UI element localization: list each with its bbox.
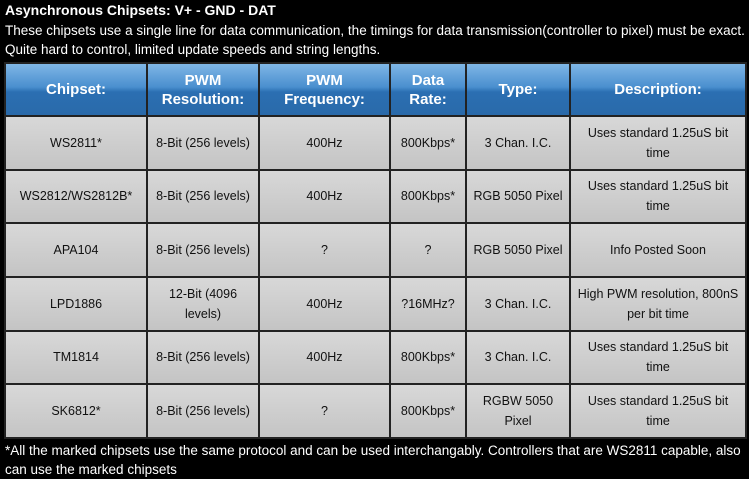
column-header: PWM Frequency:	[258, 62, 391, 117]
column-header: Description:	[569, 62, 747, 117]
table-cell: 3 Chan. I.C.	[465, 329, 571, 386]
table-cell: 8-Bit (256 levels)	[146, 222, 260, 278]
table-cell: APA104	[4, 222, 148, 278]
table-cell: 8-Bit (256 levels)	[146, 329, 260, 386]
table-cell: 800Kbps*	[389, 383, 467, 439]
table-cell: RGB 5050 Pixel	[465, 222, 571, 278]
table-cell: ?	[258, 383, 391, 439]
table-row: TM1814 8-Bit (256 levels) 400Hz 800Kbps* 3 C…	[4, 329, 747, 386]
header-row: Chipset: PWM Resolution: PWM Frequency: Dat…	[4, 62, 747, 117]
table-cell: 800Kbps*	[389, 168, 467, 225]
table-cell: WS2811*	[4, 115, 148, 171]
column-header: PWM Resolution:	[146, 62, 260, 117]
table-cell: ?16MHz?	[389, 275, 467, 332]
column-header: Type:	[465, 62, 571, 117]
table-row: LPD1886 12-Bit (4096 levels) 400Hz ?16MHz? 3…	[4, 275, 747, 332]
table-cell: Uses standard 1.25uS bit time	[569, 168, 747, 225]
table-cell: 12-Bit (4096 levels)	[146, 275, 260, 332]
table-cell: RGB 5050 Pixel	[465, 168, 571, 225]
table-cell: 800Kbps*	[389, 329, 467, 386]
table-cell: 3 Chan. I.C.	[465, 115, 571, 171]
table-cell: RGBW 5050 Pixel	[465, 383, 571, 439]
table-cell: SK6812*	[4, 383, 148, 439]
table-cell: 400Hz	[258, 168, 391, 225]
table-cell: ?	[389, 222, 467, 278]
table-row: WS2812/WS2812B* 8-Bit (256 levels) 400Hz 80…	[4, 168, 747, 225]
table-cell: 800Kbps*	[389, 115, 467, 171]
title: Asynchronous Chipsets: V+ - GND - DAT	[5, 2, 276, 18]
table-cell: Uses standard 1.25uS bit time	[569, 115, 747, 171]
table-row: SK6812* 8-Bit (256 levels)? 800Kbps* RGBW 5…	[4, 383, 747, 439]
column-header: Data Rate:	[389, 62, 467, 117]
footnote: *All the marked chipsets use the same pr…	[5, 443, 741, 477]
intro-text: These chipsets use a single line for dat…	[5, 23, 745, 57]
table-cell: Uses standard 1.25uS bit time	[569, 329, 747, 386]
table-cell: Uses standard 1.25uS bit time	[569, 383, 747, 439]
table-cell: Info Posted Soon	[569, 222, 747, 278]
table-cell: LPD1886	[4, 275, 148, 332]
table-cell: 400Hz	[258, 329, 391, 386]
table-cell: TM1814	[4, 329, 148, 386]
table-cell: 400Hz	[258, 275, 391, 332]
chipset-table: Chipset: PWM Resolution: PWM Frequency: Dat…	[4, 62, 747, 439]
table-row: WS2811* 8-Bit (256 levels) 400Hz 800Kbps* 3 …	[4, 115, 747, 171]
column-header: Chipset:	[4, 62, 148, 117]
table-body: WS2811* 8-Bit (256 levels) 400Hz 800Kbps* 3 …	[4, 115, 747, 439]
table-cell: 8-Bit (256 levels)	[146, 115, 260, 171]
table-cell: ?	[258, 222, 391, 278]
table-cell: WS2812/WS2812B*	[4, 168, 148, 225]
table-cell: High PWM resolution, 800nS per bit time	[569, 275, 747, 332]
table-cell: 8-Bit (256 levels)	[146, 168, 260, 225]
table-cell: 3 Chan. I.C.	[465, 275, 571, 332]
table-row: APA104 8-Bit (256 levels)?? RGB 5050 Pixel…	[4, 222, 747, 278]
table-cell: 8-Bit (256 levels)	[146, 383, 260, 439]
table-cell: 400Hz	[258, 115, 391, 171]
